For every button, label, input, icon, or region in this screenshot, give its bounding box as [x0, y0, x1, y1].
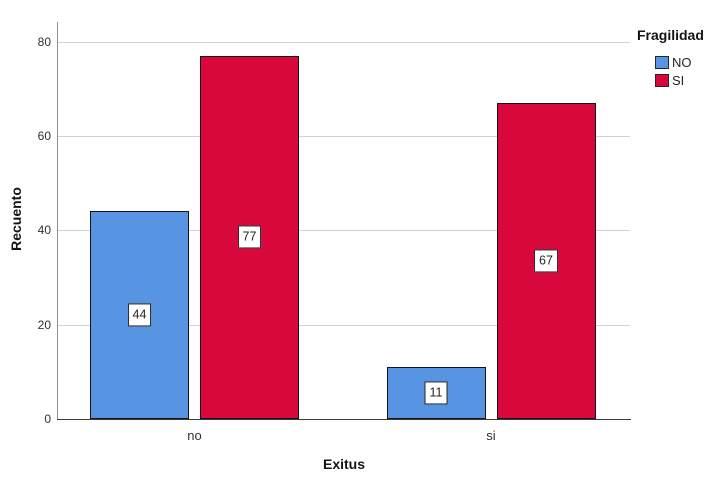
x-tick-label-si: si	[486, 428, 496, 443]
y-tick-label-40: 40	[37, 223, 51, 238]
gridline-20	[57, 324, 630, 326]
gridline-80	[57, 41, 630, 43]
y-tick-label-80: 80	[37, 34, 51, 49]
plot-area: 44 77 11 67	[57, 22, 630, 419]
x-axis-line	[57, 419, 631, 420]
bar-value-label-si-NO: 11	[424, 381, 448, 405]
y-axis-title: Recuento	[8, 187, 24, 251]
bar-value-label-si-SI: 67	[534, 249, 558, 273]
bar-value-label-no-SI: 77	[237, 225, 262, 249]
x-tick-label-no: no	[187, 428, 202, 443]
y-tick-label-60: 60	[37, 128, 51, 143]
gridline-40	[57, 230, 630, 232]
y-axis-line	[57, 22, 58, 419]
legend: Fragilidad NO SI	[637, 27, 704, 89]
x-axis-title: Exitus	[322, 456, 366, 472]
legend-title: Fragilidad	[637, 27, 704, 43]
legend-item-SI: SI	[655, 71, 704, 89]
gridline-60	[57, 135, 630, 137]
legend-swatch-SI	[655, 73, 669, 87]
legend-items: NO SI	[655, 53, 704, 89]
bar-value-label-no-NO: 44	[127, 303, 152, 327]
legend-item-NO: NO	[655, 53, 704, 71]
y-tick-label-0: 0	[44, 412, 51, 426]
legend-label-SI: SI	[672, 72, 685, 88]
bar-no-NO	[90, 211, 189, 419]
legend-swatch-NO	[655, 55, 669, 69]
y-tick-label-20: 20	[37, 317, 51, 332]
legend-label-NO: NO	[672, 54, 692, 70]
